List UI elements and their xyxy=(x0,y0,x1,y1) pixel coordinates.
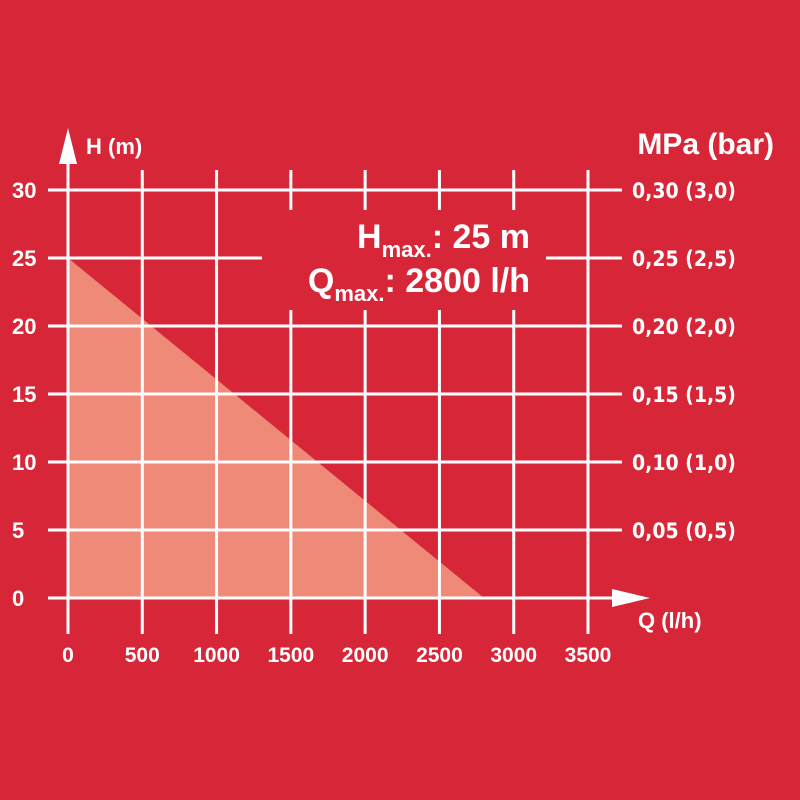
y-tick-label: 30 xyxy=(12,178,36,203)
chart-grid xyxy=(48,170,622,634)
y-axis-title: H (m) xyxy=(86,134,142,159)
y-tick-label: 25 xyxy=(12,246,36,271)
x-tick-label: 1000 xyxy=(193,644,240,667)
hmax-value: : 25 m xyxy=(432,218,530,256)
y-tick-label: 0 xyxy=(12,586,24,611)
y2-tick-label: 0,30 (3,0) xyxy=(632,179,736,203)
y2-tick-label: 0,20 (2,0) xyxy=(632,315,736,339)
y-tick-label: 10 xyxy=(12,450,36,475)
y2-tick-label: 0,10 (1,0) xyxy=(632,451,736,475)
y-axis-arrow xyxy=(59,128,77,164)
x-axis-arrow xyxy=(612,589,650,607)
qmax-symbol: Q xyxy=(308,262,334,300)
x-tick-label: 0 xyxy=(62,644,74,667)
x-tick-label: 3000 xyxy=(490,644,537,667)
y-tick-label: 20 xyxy=(12,314,36,339)
x-axis-title: Q (l/h) xyxy=(638,608,702,633)
y2-axis-title: MPa (bar) xyxy=(637,128,774,161)
annotation-mask xyxy=(262,210,546,310)
y2-tick-label: 0,15 (1,5) xyxy=(632,383,736,407)
y2-tick-label: 0,05 (0,5) xyxy=(632,519,736,543)
qmax-value: : 2800 l/h xyxy=(384,262,530,300)
hmax-symbol: H xyxy=(357,218,382,256)
x-tick-label: 500 xyxy=(125,644,160,667)
y-tick-label: 5 xyxy=(12,518,24,543)
chart-labels: 0 5 10 15 20 25 30 0 500 1000 1500 2000 2500 3000 3500… xyxy=(12,128,774,667)
x-tick-label: 2500 xyxy=(416,644,463,667)
hmax-annotation: Hmax.: 25 m xyxy=(357,218,530,262)
x-tick-label: 1500 xyxy=(267,644,314,667)
performance-area xyxy=(68,258,484,598)
chart-axes xyxy=(48,128,650,634)
qmax-annotation: Qmax.: 2800 l/h xyxy=(308,262,530,306)
x-tick-label: 3500 xyxy=(565,644,612,667)
annotation-background xyxy=(262,210,546,310)
y2-tick-label: 0,25 (2,5) xyxy=(632,247,736,271)
y-tick-label: 15 xyxy=(12,382,36,407)
qmax-subscript: max. xyxy=(334,281,384,306)
x-tick-label: 2000 xyxy=(342,644,389,667)
hmax-subscript: max. xyxy=(382,237,432,262)
